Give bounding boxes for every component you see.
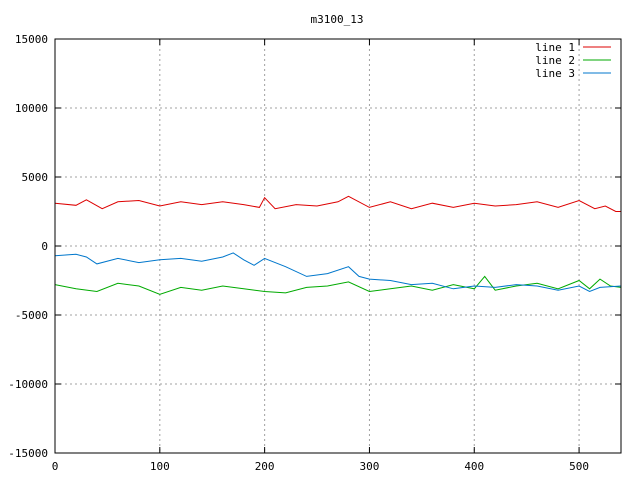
y-tick-label: 5000: [22, 171, 49, 184]
x-tick-label: 100: [150, 460, 170, 473]
series-line-line-2: [54, 275, 622, 295]
x-tick-label: 300: [360, 460, 380, 473]
x-tick-labels: 0 100 200 300 400 500: [52, 460, 589, 473]
y-tick-label: -10000: [8, 378, 48, 391]
grid-lines: [55, 39, 621, 453]
x-tick-label: 200: [255, 460, 275, 473]
x-tick-label: 400: [464, 460, 484, 473]
legend-label: line 2: [535, 54, 575, 67]
series-line-line-1: [54, 195, 621, 212]
x-tick-label: 0: [52, 460, 59, 473]
y-tick-label: 15000: [15, 33, 48, 46]
y-tick-label: 10000: [15, 102, 48, 115]
legend-label: line 3: [535, 67, 575, 80]
axis-ticks: [54, 38, 621, 454]
y-tick-label: -5000: [15, 309, 48, 322]
y-tick-labels: -15000 -10000 -5000 0 5000 10000 15000: [8, 33, 48, 460]
series-layer: [54, 195, 622, 295]
legend-label: line 1: [535, 41, 575, 54]
chart-title: m3100_13: [311, 13, 364, 26]
x-tick-label: 500: [569, 460, 589, 473]
y-tick-label: -15000: [8, 447, 48, 460]
y-tick-label: 0: [41, 240, 48, 253]
series-line-line-3: [54, 252, 622, 293]
